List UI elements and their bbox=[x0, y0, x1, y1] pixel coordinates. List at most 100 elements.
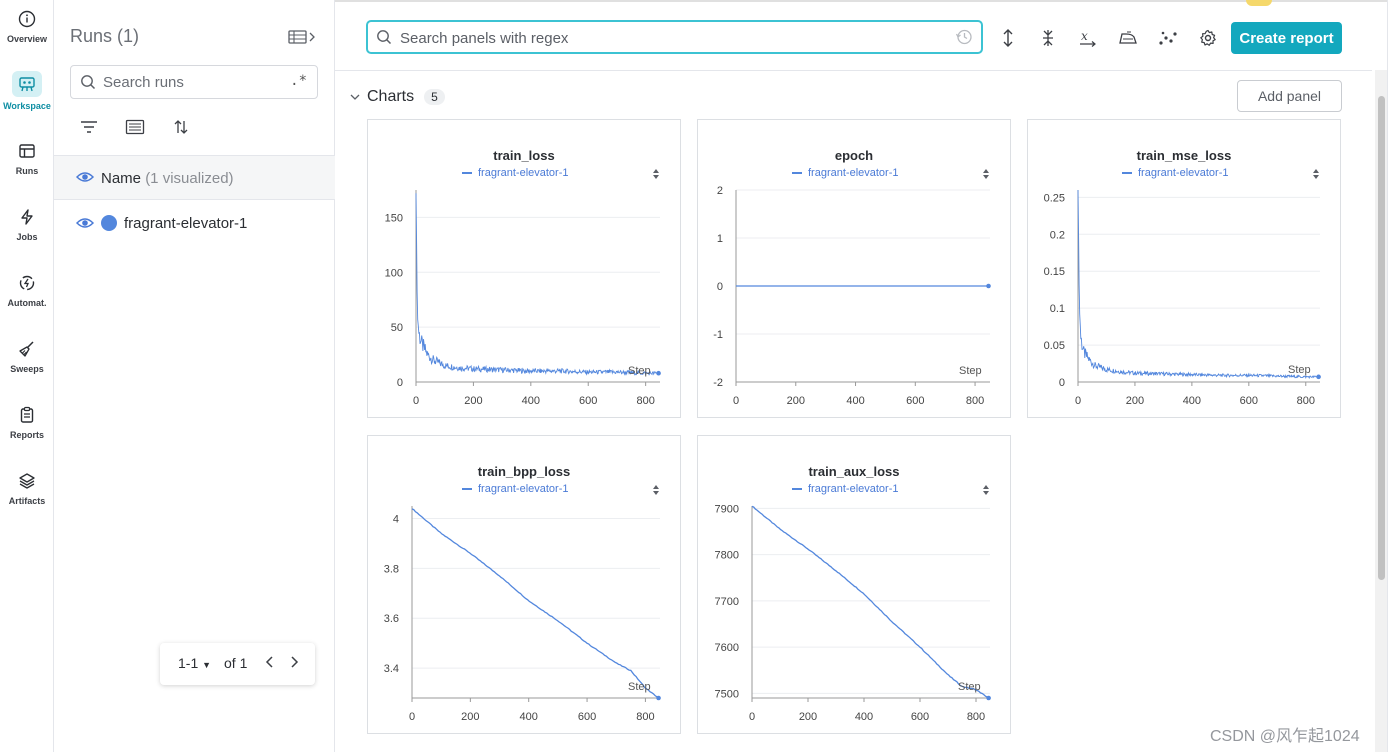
x-axis-icon: x bbox=[1080, 29, 1096, 47]
x-tick-label: 0 bbox=[733, 395, 739, 407]
y-tick-label: 7900 bbox=[715, 503, 739, 515]
chart-legend: fragrant-elevator-1 bbox=[1122, 167, 1229, 179]
y-tick-label: -1 bbox=[713, 329, 723, 341]
chart-panel-train-bpp-loss[interactable]: train_bpp_loss fragrant-elevator-1 3.4 3.… bbox=[367, 435, 681, 734]
legend-sort-icon[interactable] bbox=[982, 484, 990, 496]
y-tick-label: 7800 bbox=[715, 550, 739, 562]
broom-icon bbox=[16, 338, 38, 360]
page-range-dropdown[interactable]: 1-1 ▼ bbox=[178, 655, 212, 671]
x-tick-label: 0 bbox=[409, 711, 415, 723]
filter-button[interactable] bbox=[78, 116, 100, 138]
page-total: of 1 bbox=[224, 655, 248, 671]
chevron-right-icon[interactable] bbox=[288, 655, 300, 669]
y-tick-label: 4 bbox=[393, 513, 399, 525]
search-runs-input[interactable] bbox=[103, 72, 283, 92]
nav-reports[interactable]: Reports bbox=[0, 398, 54, 454]
eye-icon[interactable] bbox=[76, 170, 94, 184]
y-tick-label: 150 bbox=[385, 212, 403, 224]
scrollbar-thumb[interactable] bbox=[1378, 96, 1385, 580]
x-axis-label: Step bbox=[628, 365, 651, 377]
legend-sort-icon[interactable] bbox=[1312, 168, 1320, 180]
y-tick-label: 0.25 bbox=[1044, 192, 1065, 204]
x-tick-label: 400 bbox=[846, 395, 864, 407]
legend-swatch bbox=[462, 488, 472, 490]
series-end-point bbox=[656, 695, 661, 701]
regex-toggle[interactable]: .* bbox=[290, 73, 307, 89]
nav-workspace[interactable]: Workspace bbox=[0, 68, 54, 124]
run-color-dot[interactable] bbox=[101, 215, 117, 231]
x-tick-label: 200 bbox=[1126, 395, 1144, 407]
create-report-button[interactable]: Create report bbox=[1231, 22, 1342, 54]
x-tick-label: 600 bbox=[578, 711, 596, 723]
chart-panel-epoch[interactable]: epoch fragrant-elevator-1 -2 -1 0 1 2 0 200 400… bbox=[697, 119, 1011, 418]
smoothing-button[interactable] bbox=[1117, 27, 1139, 49]
runs-table-header: Name (1 visualized) bbox=[54, 155, 335, 200]
charts-section-header[interactable]: Charts 5 bbox=[349, 88, 445, 106]
expand-sections-button[interactable] bbox=[997, 27, 1019, 49]
legend-swatch bbox=[1122, 172, 1132, 174]
x-tick-label: 600 bbox=[906, 395, 924, 407]
nav-automations[interactable]: Automat. bbox=[0, 266, 54, 322]
collapse-sections-button[interactable] bbox=[1037, 27, 1059, 49]
table-icon bbox=[16, 140, 38, 162]
chart-panel-train-aux-loss[interactable]: train_aux_loss fragrant-elevator-1 7500 7… bbox=[697, 435, 1011, 734]
y-tick-label: 0 bbox=[397, 377, 403, 389]
legend-label: fragrant-elevator-1 bbox=[808, 483, 899, 495]
legend-sort-icon[interactable] bbox=[652, 168, 660, 180]
x-axis-button[interactable]: x bbox=[1077, 27, 1099, 49]
chart-legend: fragrant-elevator-1 bbox=[462, 167, 569, 179]
chart-panel-train-mse-loss[interactable]: train_mse_loss fragrant-elevator-1 0 0.05… bbox=[1027, 119, 1341, 418]
collapse-vertical-icon bbox=[1043, 30, 1053, 46]
run-name[interactable]: fragrant-elevator-1 bbox=[124, 215, 248, 232]
sort-button[interactable] bbox=[170, 116, 192, 138]
run-row[interactable]: fragrant-elevator-1 bbox=[54, 205, 335, 241]
x-tick-label: 200 bbox=[464, 395, 482, 407]
toggle-runs-table-button[interactable] bbox=[288, 28, 318, 48]
outliers-button[interactable] bbox=[1157, 27, 1179, 49]
eye-icon[interactable] bbox=[76, 216, 94, 230]
group-button[interactable] bbox=[124, 116, 146, 138]
iron-icon bbox=[1119, 31, 1137, 44]
x-tick-label: 800 bbox=[966, 395, 984, 407]
window-edge bbox=[1387, 0, 1396, 752]
y-tick-label: 7600 bbox=[715, 642, 739, 654]
y-tick-label: 0 bbox=[1059, 377, 1065, 389]
nav-runs[interactable]: Runs bbox=[0, 134, 54, 190]
legend-swatch bbox=[792, 488, 802, 490]
top-divider bbox=[335, 0, 1387, 2]
section-title: Charts bbox=[367, 88, 415, 105]
chart-title: train_bpp_loss bbox=[477, 464, 571, 479]
nav-overview[interactable]: Overview bbox=[0, 2, 54, 58]
series-line bbox=[1077, 189, 1319, 380]
history-icon[interactable] bbox=[955, 28, 973, 46]
nav-sweeps[interactable]: Sweeps bbox=[0, 332, 54, 388]
watermark: CSDN @风乍起1024 bbox=[1210, 728, 1360, 745]
x-tick-label: 200 bbox=[799, 711, 817, 723]
chart-panel-train-loss[interactable]: train_loss fragrant-elevator-1 0 50 100 150… bbox=[367, 119, 681, 418]
x-tick-label: 800 bbox=[967, 711, 985, 723]
chart-legend: fragrant-elevator-1 bbox=[792, 483, 899, 495]
svg-text:x: x bbox=[1081, 29, 1088, 43]
name-column-header[interactable]: Name (1 visualized) bbox=[101, 170, 234, 187]
legend-swatch bbox=[792, 172, 802, 174]
clipboard-icon bbox=[16, 404, 38, 426]
runs-title: Runs (1) bbox=[70, 26, 140, 46]
nav-label: Runs bbox=[15, 166, 39, 176]
search-panels-input[interactable] bbox=[400, 28, 900, 48]
legend-sort-icon[interactable] bbox=[982, 168, 990, 180]
legend-sort-icon[interactable] bbox=[652, 484, 660, 496]
nav-artifacts[interactable]: Artifacts bbox=[0, 464, 54, 520]
nav-label: Workspace bbox=[3, 101, 51, 111]
add-panel-button[interactable]: Add panel bbox=[1237, 80, 1342, 112]
chart-title: train_aux_loss bbox=[808, 464, 900, 479]
settings-button[interactable] bbox=[1197, 27, 1219, 49]
nav-jobs[interactable]: Jobs bbox=[0, 200, 54, 256]
x-tick-label: 0 bbox=[749, 711, 755, 723]
y-tick-label: 1 bbox=[717, 233, 723, 245]
y-tick-label: 2 bbox=[717, 185, 723, 197]
series-line bbox=[415, 193, 659, 376]
chevron-left-icon[interactable] bbox=[264, 655, 276, 669]
x-axis-label: Step bbox=[959, 365, 982, 377]
legend-swatch bbox=[462, 172, 472, 174]
nav-label: Artifacts bbox=[8, 496, 46, 506]
